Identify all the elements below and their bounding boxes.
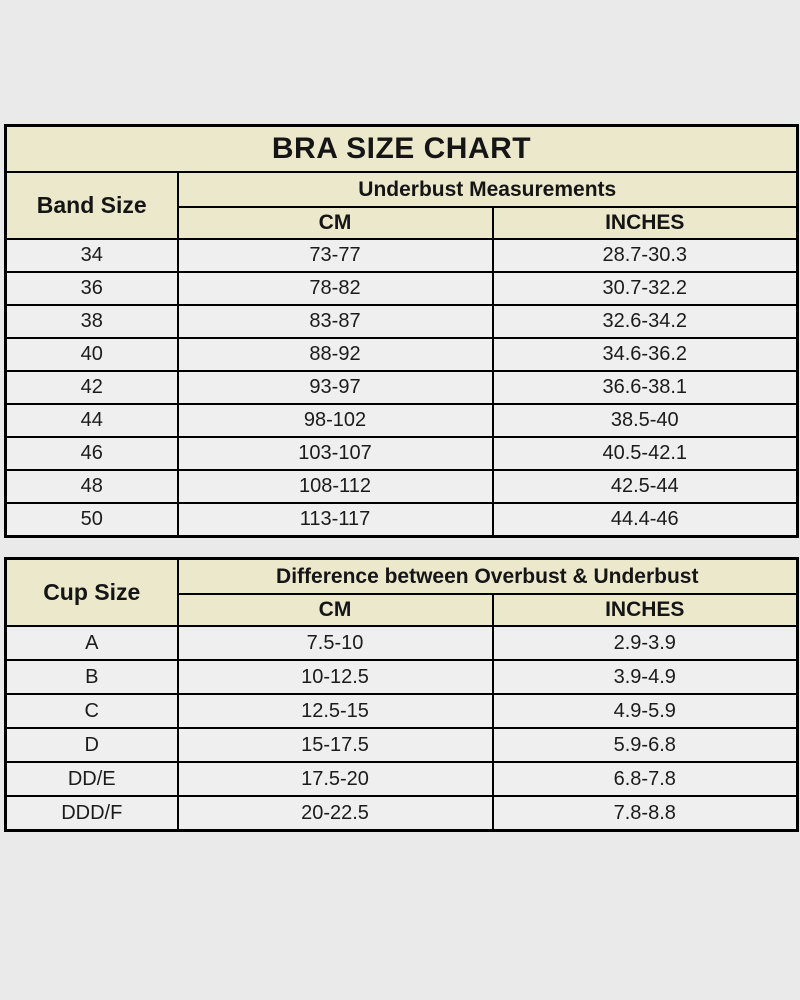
cm-value-cell: 10-12.5 (176, 659, 494, 695)
subheader-row: CM INCHES (6, 206, 799, 240)
band-size-cell: 40 (4, 337, 179, 372)
table-row: 34 73-77 28.7-30.3 (4, 238, 799, 273)
band-size-cell: 46 (4, 436, 179, 471)
cup-size-table: Cup Size Difference between Overbust & U… (4, 557, 800, 832)
inches-value-cell: 32.6-34.2 (491, 304, 799, 339)
cup-size-cell: DD/E (4, 761, 179, 797)
cm-value-cell: 17.5-20 (176, 761, 494, 797)
header-row: Band Size Underbust Measurements (4, 171, 799, 240)
inches-value-cell: 30.7-32.2 (491, 271, 799, 306)
cup-size-cell: C (4, 693, 179, 729)
inches-value-cell: 38.5-40 (491, 403, 799, 438)
table-row: 40 88-92 34.6-36.2 (4, 337, 799, 372)
table-row: 48 108-112 42.5-44 (4, 469, 799, 504)
table-row: 46 103-107 40.5-42.1 (4, 436, 799, 471)
inches-value-cell: 34.6-36.2 (491, 337, 799, 372)
inches-value-cell: 44.4-46 (491, 502, 799, 538)
band-size-cell: 42 (4, 370, 179, 405)
cm-value-cell: 93-97 (176, 370, 494, 405)
chart-title: BRA SIZE CHART (4, 124, 799, 173)
table-row: DDD/F 20-22.5 7.8-8.8 (4, 795, 799, 832)
cup-size-cell: B (4, 659, 179, 695)
inches-value-cell: 3.9-4.9 (491, 659, 799, 695)
cup-size-cell: D (4, 727, 179, 763)
inches-value-cell: 7.8-8.8 (491, 795, 799, 832)
header-row: Cup Size Difference between Overbust & U… (4, 557, 799, 627)
cm-value-cell: 113-117 (176, 502, 494, 538)
band-size-cell: 44 (4, 403, 179, 438)
table-row: D 15-17.5 5.9-6.8 (4, 727, 799, 763)
inches-column-header: INCHES (491, 206, 799, 240)
table-row: DD/E 17.5-20 6.8-7.8 (4, 761, 799, 797)
band-size-cell: 34 (4, 238, 179, 273)
cm-value-cell: 83-87 (176, 304, 494, 339)
title-row: BRA SIZE CHART (4, 124, 799, 173)
cm-column-header: CM (176, 593, 494, 627)
cm-column-header: CM (176, 206, 494, 240)
difference-group-header: Difference between Overbust & Underbust (176, 557, 799, 595)
cm-value-cell: 103-107 (176, 436, 494, 471)
inches-value-cell: 40.5-42.1 (491, 436, 799, 471)
table-row: 50 113-117 44.4-46 (4, 502, 799, 538)
table-row: 42 93-97 36.6-38.1 (4, 370, 799, 405)
table-row: B 10-12.5 3.9-4.9 (4, 659, 799, 695)
underbust-group-header: Underbust Measurements (176, 171, 799, 208)
table-row: A 7.5-10 2.9-3.9 (4, 625, 799, 661)
band-size-header: Band Size (4, 171, 179, 240)
band-size-cell: 38 (4, 304, 179, 339)
cm-value-cell: 20-22.5 (176, 795, 494, 832)
inches-value-cell: 28.7-30.3 (491, 238, 799, 273)
band-size-cell: 48 (4, 469, 179, 504)
inches-value-cell: 4.9-5.9 (491, 693, 799, 729)
band-size-cell: 36 (4, 271, 179, 306)
subheader-row: CM INCHES (6, 593, 799, 627)
cm-value-cell: 108-112 (176, 469, 494, 504)
cup-size-cell: DDD/F (4, 795, 179, 832)
cm-value-cell: 98-102 (176, 403, 494, 438)
inches-value-cell: 2.9-3.9 (491, 625, 799, 661)
inches-value-cell: 5.9-6.8 (491, 727, 799, 763)
band-size-cell: 50 (4, 502, 179, 538)
cm-value-cell: 12.5-15 (176, 693, 494, 729)
cm-value-cell: 78-82 (176, 271, 494, 306)
cm-value-cell: 73-77 (176, 238, 494, 273)
cup-size-cell: A (4, 625, 179, 661)
table-row: 36 78-82 30.7-32.2 (4, 271, 799, 306)
cm-value-cell: 7.5-10 (176, 625, 494, 661)
band-size-table: BRA SIZE CHART Band Size Underbust Measu… (4, 124, 799, 538)
cm-value-cell: 88-92 (176, 337, 494, 372)
cm-value-cell: 15-17.5 (176, 727, 494, 763)
inches-value-cell: 42.5-44 (491, 469, 799, 504)
table-row: C 12.5-15 4.9-5.9 (4, 693, 799, 729)
cup-size-header: Cup Size (4, 557, 179, 627)
inches-value-cell: 6.8-7.8 (491, 761, 799, 797)
table-row: 44 98-102 38.5-40 (4, 403, 799, 438)
inches-column-header: INCHES (491, 593, 799, 627)
table-row: 38 83-87 32.6-34.2 (4, 304, 799, 339)
inches-value-cell: 36.6-38.1 (491, 370, 799, 405)
